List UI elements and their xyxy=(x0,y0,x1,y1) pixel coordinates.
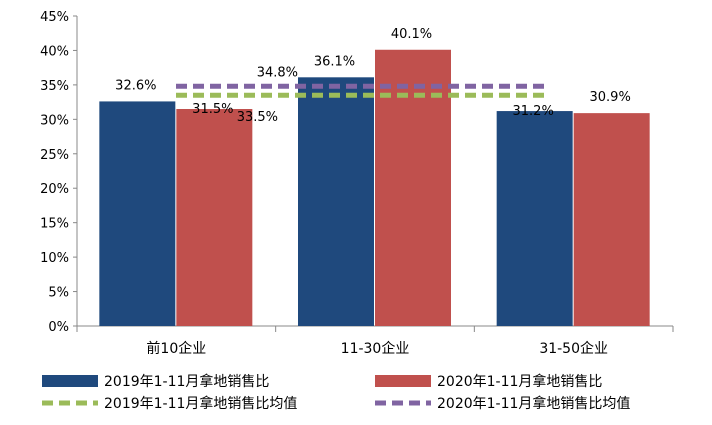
y-tick-label: 25% xyxy=(40,148,69,163)
y-tick-label: 10% xyxy=(40,251,69,266)
legend-item-2019-bar: 2019年1-11月拿地销售比 xyxy=(42,373,269,390)
legend-item-2019-avg: 2019年1-11月拿地销售比均值 xyxy=(42,395,297,412)
y-tick-label: 45% xyxy=(40,10,69,25)
legend-item-2020-avg: 2020年1-11月拿地销售比均值 xyxy=(375,395,630,412)
bar-data-label: 31.5% xyxy=(192,102,233,117)
x-category-label: 31-50企业 xyxy=(539,340,608,357)
bar-2020-0 xyxy=(176,109,253,326)
y-tick-label: 15% xyxy=(40,217,69,232)
legend-item-2020-bar: 2020年1-11月拿地销售比 xyxy=(375,373,602,390)
bar-data-label: 36.1% xyxy=(314,54,355,69)
avg-label-2019: 33.5% xyxy=(237,110,278,125)
y-tick-label: 5% xyxy=(48,286,69,301)
y-tick-label: 0% xyxy=(48,320,69,335)
plot-area: 0% 5% 10% 15% 20% 25% 30% 35% 40% 45% 32.6% 31.5% 前1… xyxy=(40,10,674,357)
bar-data-label: 30.9% xyxy=(590,90,631,105)
legend-swatch xyxy=(42,375,98,387)
y-tick-label: 35% xyxy=(40,79,69,94)
x-category-label: 前10企业 xyxy=(146,340,206,357)
legend: 2019年1-11月拿地销售比 2020年1-11月拿地销售比 2019年1-11月… xyxy=(42,373,630,412)
bar-data-label: 31.2% xyxy=(513,104,554,119)
avg-label-2020: 34.8% xyxy=(257,65,298,80)
bar-data-label: 32.6% xyxy=(115,78,156,93)
x-category-label: 11-30企业 xyxy=(341,340,410,357)
bar-2019-1 xyxy=(298,77,374,326)
y-tick-label: 20% xyxy=(40,182,69,197)
y-tick-label: 40% xyxy=(40,44,69,59)
bar-data-label: 40.1% xyxy=(391,27,432,42)
legend-swatch xyxy=(375,375,431,387)
bar-2020-2 xyxy=(573,113,650,326)
legend-label: 2020年1-11月拿地销售比 xyxy=(437,373,602,390)
legend-label: 2019年1-11月拿地销售比均值 xyxy=(104,395,297,412)
legend-label: 2020年1-11月拿地销售比均值 xyxy=(437,395,630,412)
bar-2019-2 xyxy=(496,111,573,326)
bar-2020-1 xyxy=(375,49,451,326)
legend-label: 2019年1-11月拿地销售比 xyxy=(104,373,269,390)
y-tick-label: 30% xyxy=(40,113,69,128)
bar-2019-0 xyxy=(99,101,176,326)
